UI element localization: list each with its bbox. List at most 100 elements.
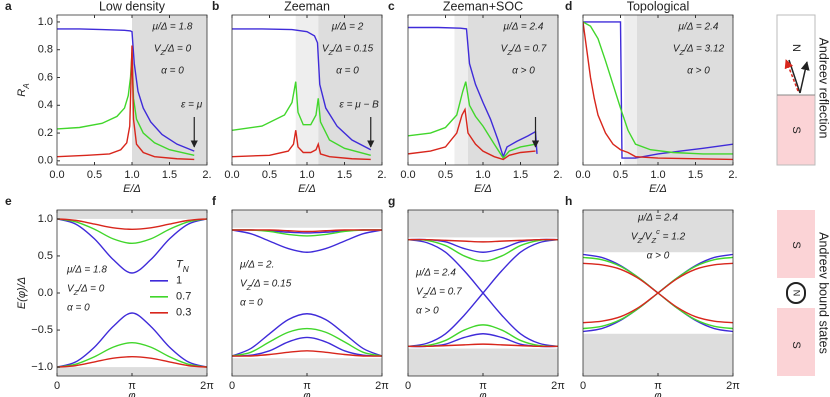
- reflection-schematic: N S Andreev reflection: [776, 14, 830, 166]
- annotation: VZ/Δ = 0: [67, 283, 105, 297]
- super-label: S: [790, 341, 802, 348]
- hole-arrow: [784, 59, 799, 92]
- data-line: [408, 81, 536, 160]
- legend-label: 0.3: [176, 307, 191, 319]
- x-tick-label: 0.0: [49, 169, 64, 181]
- data-line: [408, 343, 558, 348]
- series-group: [408, 238, 558, 348]
- series-group: [408, 26, 538, 161]
- shaded-region: [583, 333, 733, 376]
- shaded-region: [295, 15, 319, 165]
- x-axis-label: φ: [479, 390, 486, 397]
- x-tick-label: 1.5: [337, 169, 352, 181]
- data-line: [583, 21, 733, 159]
- x-tick-label: 0: [405, 380, 411, 392]
- x-tick-label: 0.5: [87, 169, 102, 181]
- x-tick-label: 0.5: [613, 169, 628, 181]
- data-line: [232, 327, 382, 357]
- x-tick-label: 2π: [200, 380, 214, 392]
- bound-states-schematic: N S S Andreev bound states: [777, 210, 830, 376]
- x-axis-label: E/Δ: [123, 183, 141, 195]
- arrow-label: ε = μ − B: [339, 100, 379, 111]
- shaded-region: [454, 15, 468, 165]
- x-tick-label: 1.0: [299, 169, 314, 181]
- arrow-label: ε = μ: [181, 100, 203, 111]
- panel: 0.0 0.5 1.0 1.5 2. c Zeeman+SOC E/Δ μ/Δ = 2.4 VZ/…: [388, 0, 563, 195]
- panel-title: Zeeman: [284, 0, 330, 13]
- annotation: μ/Δ = 2: [331, 22, 364, 33]
- data-line: [57, 218, 207, 274]
- shaded-region: [408, 210, 558, 238]
- y-tick-label: 0.6: [38, 71, 53, 83]
- x-axis-label: φ: [654, 390, 661, 397]
- data-line: [408, 107, 536, 161]
- data-line: [232, 81, 371, 156]
- annotation: VZ/Δ = 0.15: [322, 44, 374, 58]
- data-line: [232, 130, 371, 161]
- y-tick-label: 0.4: [38, 99, 53, 111]
- x-tick-label: 1.5: [513, 169, 528, 181]
- annotation: μ/Δ = 2.4: [503, 22, 544, 33]
- panel: 0.0 0.5 1.0 1.5 2. d Topological E/Δ μ/Δ = 2.4 VZ…: [565, 0, 738, 195]
- annotation: VZ/Δ = 0.7: [501, 44, 547, 58]
- panel-letter: g: [388, 194, 395, 208]
- data-line: [583, 262, 733, 324]
- data-line: [232, 313, 382, 357]
- shaded-region: [468, 15, 558, 165]
- x-axis-label: φ: [128, 390, 135, 397]
- panel-letter: h: [565, 194, 572, 208]
- y-tick-label: −0.5: [31, 324, 53, 336]
- annotation: α > 0: [512, 66, 535, 77]
- super-label: S: [790, 126, 802, 133]
- annotation: α = 0: [240, 297, 263, 308]
- annotation: VZ/Δ = 0.15: [240, 278, 292, 292]
- panel-letter: b: [212, 0, 219, 13]
- y-tick-label: 0.8: [38, 44, 53, 56]
- x-tick-label: 2π: [551, 380, 565, 392]
- data-line: [57, 341, 207, 368]
- shaded-region: [57, 210, 207, 219]
- side-label: Andreev bound states: [817, 232, 830, 354]
- panel-title: Topological: [627, 0, 690, 13]
- x-tick-label: π: [303, 380, 311, 392]
- panel-letter: d: [565, 0, 572, 13]
- y-axis-label: E(φ)/Δ: [16, 277, 28, 309]
- x-tick-label: 0.0: [400, 169, 415, 181]
- shaded-region: [318, 15, 382, 165]
- shaded-region: [637, 15, 733, 165]
- annotation: α = 0: [336, 66, 359, 77]
- panel: 0.0 0.5 1.0 1.5 2. 0.0 0.2 0.4 0.6 0.8 1.0 a Low den…: [5, 0, 212, 195]
- y-tick-label: 0.0: [38, 155, 53, 167]
- reflected-arrow: [799, 61, 810, 94]
- x-tick-label: 0.0: [575, 169, 590, 181]
- annotation: α > 0: [687, 66, 710, 77]
- panel: 0 π 2π f φ μ/Δ = 2. VZ/Δ = 0.15 α = 0: [212, 194, 389, 397]
- annotation: μ/Δ = 1.8: [66, 264, 107, 275]
- x-axis-label: φ: [303, 390, 310, 397]
- shaded-region: [408, 348, 558, 376]
- series-group: [232, 28, 372, 161]
- shaded-region: [57, 367, 207, 376]
- panel: 0.0 0.5 1.0 1.5 2. b Zeeman E/Δ μ/Δ = 2 VZ/Δ = 0.…: [212, 0, 387, 195]
- x-tick-label: 2π: [375, 380, 389, 392]
- y-tick-label: 1.0: [38, 213, 53, 225]
- shaded-region: [232, 210, 382, 228]
- x-tick-label: 0.5: [262, 169, 277, 181]
- annotation: μ/Δ = 2.4: [415, 268, 456, 279]
- normal-label: N: [792, 290, 802, 297]
- superconductor-region: [777, 95, 815, 165]
- x-tick-label: 0: [229, 380, 235, 392]
- annotation: VZ/Δ = 3.12: [673, 44, 725, 58]
- panel-letter: f: [212, 194, 217, 208]
- x-tick-label: 1.0: [124, 169, 139, 181]
- y-axis-label: RA: [16, 83, 31, 97]
- x-axis-label: E/Δ: [298, 183, 316, 195]
- data-line: [57, 28, 195, 152]
- x-tick-label: 1.0: [650, 169, 665, 181]
- bound-state-loop: [786, 282, 806, 304]
- x-tick-label: 0.0: [224, 169, 239, 181]
- legend-label: 1: [176, 275, 182, 287]
- data-line: [232, 229, 382, 233]
- x-tick-label: 1.5: [688, 169, 703, 181]
